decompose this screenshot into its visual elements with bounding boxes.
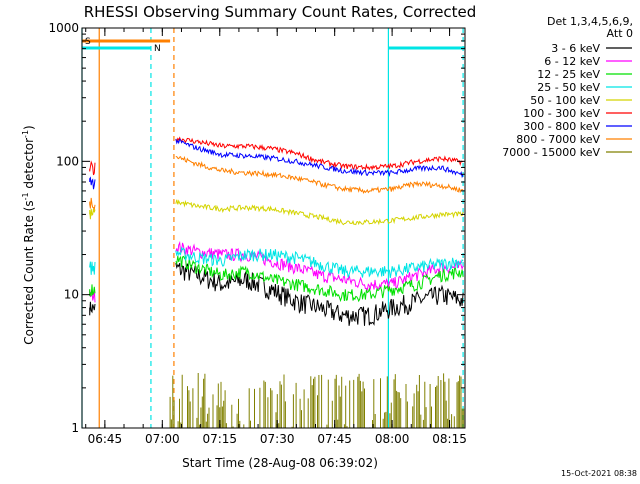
x-tick-label: 07:00 <box>145 432 180 446</box>
legend-label: 50 - 100 keV <box>530 94 600 107</box>
saa-flag-label: S <box>85 37 91 47</box>
legend-label: 25 - 50 keV <box>537 81 600 94</box>
y-tick-label: 10 <box>64 288 79 302</box>
legend-label: 100 - 300 keV <box>523 107 600 120</box>
y-axis-label-mid: detector <box>22 138 36 193</box>
legend-header-line-2: Att 0 <box>607 27 633 40</box>
plot-background-layer: SN <box>81 28 465 428</box>
y-axis-label-end: ) <box>22 125 36 130</box>
y-axis-label: Corrected Count Rate (s-1 detector-1) <box>21 125 36 344</box>
series-line <box>89 136 464 176</box>
x-tick-label: 08:15 <box>432 432 467 446</box>
series-layer <box>89 136 465 428</box>
series-7000-15000-keV-group <box>169 373 465 428</box>
night-flag-label: N <box>154 44 161 54</box>
legend-label: 3 - 6 keV <box>551 42 600 55</box>
series-line <box>89 199 464 226</box>
series-line <box>89 138 464 190</box>
series-line <box>89 155 464 211</box>
y-tick-label: 1000 <box>48 21 79 35</box>
x-tick-label: 07:15 <box>202 432 237 446</box>
render-timestamp: 15-Oct-2021 08:38 <box>561 469 637 478</box>
series-25-50-keV-group <box>89 246 464 278</box>
x-tick-label: 08:00 <box>375 432 410 446</box>
legend-label: 800 - 7000 keV <box>516 133 600 146</box>
legend-label: 6 - 12 keV <box>544 55 600 68</box>
series-100-300-keV-group <box>89 136 464 176</box>
y-axis-label-exp1: -1 <box>21 192 30 200</box>
series-line <box>89 262 464 326</box>
x-tick-label: 07:30 <box>260 432 295 446</box>
legend-label: 7000 - 15000 keV <box>502 146 600 159</box>
y-axis-label-exp2: -1 <box>21 130 30 138</box>
series-50-100-keV-group <box>89 199 464 226</box>
legend-header-line-1: Det 1,3,4,5,6,9, <box>547 15 633 28</box>
chart-title: RHESSI Observing Summary Count Rates, Co… <box>84 3 477 21</box>
y-tick-label: 1 <box>71 421 79 435</box>
x-axis-label: Start Time (28-Aug-08 06:39:02) <box>182 456 378 470</box>
legend-label: 12 - 25 keV <box>537 68 600 81</box>
series-line <box>89 246 464 278</box>
plot-frame <box>81 27 466 429</box>
legend-label: 300 - 800 keV <box>523 120 600 133</box>
axes-frame-layer: 1 10 100 1000 06:45 07:00 07:15 07:30 07:45 08:00… <box>48 21 466 446</box>
series-800-7000-keV-group <box>89 155 464 211</box>
x-tick-label: 06:45 <box>88 432 123 446</box>
x-tick-label: 07:45 <box>317 432 352 446</box>
series-3-6-keV-group <box>89 262 464 326</box>
series-300-800-keV-group <box>89 138 464 190</box>
y-axis-label-main: Corrected Count Rate (s <box>22 200 36 344</box>
series-line <box>169 373 465 428</box>
y-tick-label: 100 <box>56 154 79 168</box>
